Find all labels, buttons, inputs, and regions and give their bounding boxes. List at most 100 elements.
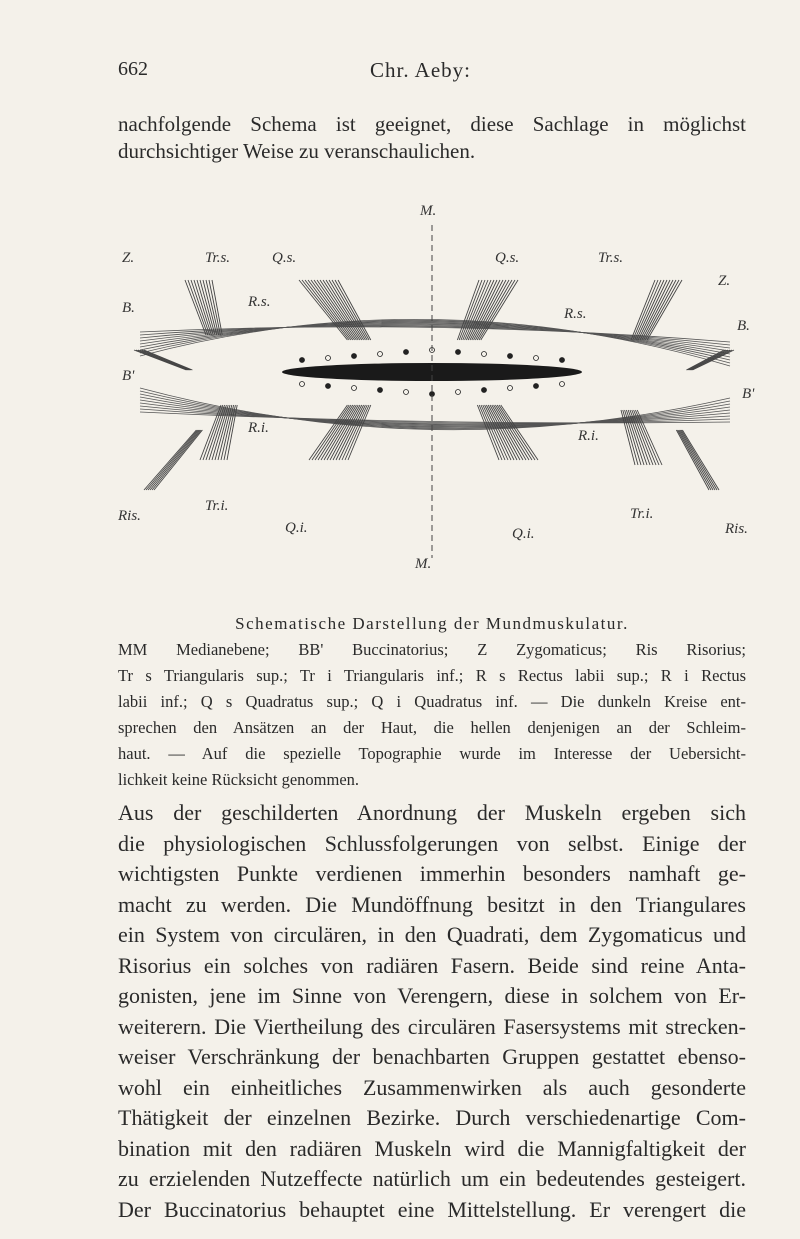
fiber: [627, 409, 648, 466]
fiber: [205, 279, 220, 336]
insertion: [559, 381, 565, 387]
fiber: [311, 404, 350, 461]
fiber: [139, 393, 731, 429]
fiber: [471, 279, 504, 341]
text-line: wohl ein einheitliches Zusammenwirken al…: [118, 1074, 746, 1100]
text-line: Aus der geschilderten Anordnung der Musk…: [118, 800, 746, 825]
fiber: [298, 279, 348, 341]
fiber: [211, 279, 223, 336]
figure-label: R.i.: [577, 428, 599, 444]
fiber: [220, 404, 235, 461]
fiber: [202, 279, 218, 336]
fiber: [334, 279, 370, 341]
fiber: [337, 279, 372, 341]
insertion: [377, 351, 383, 357]
fiber: [328, 279, 366, 341]
fiber: [223, 404, 236, 461]
fiber: [139, 408, 731, 424]
fiber: [317, 404, 354, 461]
fiber: [691, 349, 733, 371]
fiber: [143, 429, 197, 491]
fiber: [677, 429, 712, 491]
running-title: Chr. Aeby:: [370, 58, 472, 82]
text-line: wichtigsten Punkte verdienen immerhin be…: [118, 861, 746, 886]
fiber: [636, 409, 663, 466]
fiber: [500, 404, 539, 461]
figure-label: B.: [737, 318, 750, 334]
text-line: weiterern. Die Viertheilung des circulär…: [118, 1013, 746, 1039]
fiber: [678, 429, 714, 491]
text-line: Tr s Triangularis sup.; Tr i Triangulari…: [118, 666, 746, 685]
insertion: [325, 383, 331, 389]
fiber: [145, 429, 198, 491]
fiber: [456, 279, 480, 341]
fiber: [322, 279, 363, 341]
fiber: [139, 399, 731, 427]
fiber: [326, 404, 359, 461]
fiber: [679, 429, 716, 491]
fiber: [208, 404, 227, 461]
fiber: [480, 404, 506, 461]
mouth-band: [282, 363, 582, 381]
fiber: [153, 429, 203, 491]
fiber: [310, 279, 355, 341]
fiber: [643, 279, 677, 341]
fiber: [304, 279, 352, 341]
text-line: lichkeit keine Rücksicht genommen.: [118, 770, 360, 789]
fiber: [341, 404, 368, 461]
fiber: [149, 429, 201, 491]
fiber: [620, 409, 636, 466]
fiber: [489, 404, 521, 461]
insertion: [507, 385, 513, 391]
fiber: [469, 279, 501, 341]
fiber: [637, 279, 668, 341]
fiber: [196, 279, 214, 336]
fiber: [676, 429, 710, 491]
fiber: [487, 404, 518, 461]
insertion: [481, 387, 487, 393]
fiber: [622, 409, 639, 466]
figure-label: M.: [414, 556, 431, 572]
fiber: [217, 404, 233, 461]
fiber: [634, 279, 662, 341]
fiber: [464, 279, 492, 341]
fiber: [496, 404, 533, 461]
fiber: [139, 349, 191, 371]
fiber: [202, 404, 224, 461]
text-line: ein System von circulären, in den Quadra…: [118, 922, 746, 947]
insertion: [533, 383, 539, 389]
text-line: Der Buccinatorius behauptet eine Mittels…: [118, 1196, 746, 1222]
figure-label: B': [742, 386, 755, 402]
fiber: [332, 404, 363, 461]
fiber: [645, 279, 680, 341]
insertion: [403, 389, 409, 395]
figure-label: Ris.: [117, 508, 141, 524]
insertion: [403, 349, 409, 355]
figure-label: Q.i.: [285, 520, 308, 536]
fiber: [478, 279, 516, 341]
insertion: [377, 387, 383, 393]
fiber: [139, 319, 731, 364]
fiber: [630, 279, 656, 341]
fiber: [462, 279, 489, 341]
text-line: MM Medianebene; BB' Buccinatorius; Z Zyg…: [118, 640, 746, 659]
insertion: [299, 381, 305, 387]
fiber: [329, 404, 361, 461]
insertion: [559, 357, 565, 363]
fiber: [301, 279, 350, 341]
fiber: [316, 279, 359, 341]
figure-label: B': [122, 368, 135, 384]
insertion: [507, 353, 513, 359]
fiber: [323, 404, 357, 461]
fiber: [475, 279, 510, 341]
text-line: labii inf.; Q s Quadratus sup.; Q i Quad…: [118, 692, 746, 711]
fiber: [187, 279, 209, 336]
fiber: [143, 349, 193, 371]
figure-label: Q.s.: [272, 250, 296, 266]
text-line: gonisten, jene im Sinne von Verengern, d…: [118, 983, 746, 1008]
text-line: macht zu werden. Die Mundöffnung besitzt…: [118, 891, 746, 917]
figure-label: Tr.i.: [205, 498, 228, 514]
fiber: [635, 279, 665, 341]
fiber: [314, 404, 352, 461]
text-line: weiser Verschränkung der benachbarten Gr…: [118, 1044, 746, 1069]
